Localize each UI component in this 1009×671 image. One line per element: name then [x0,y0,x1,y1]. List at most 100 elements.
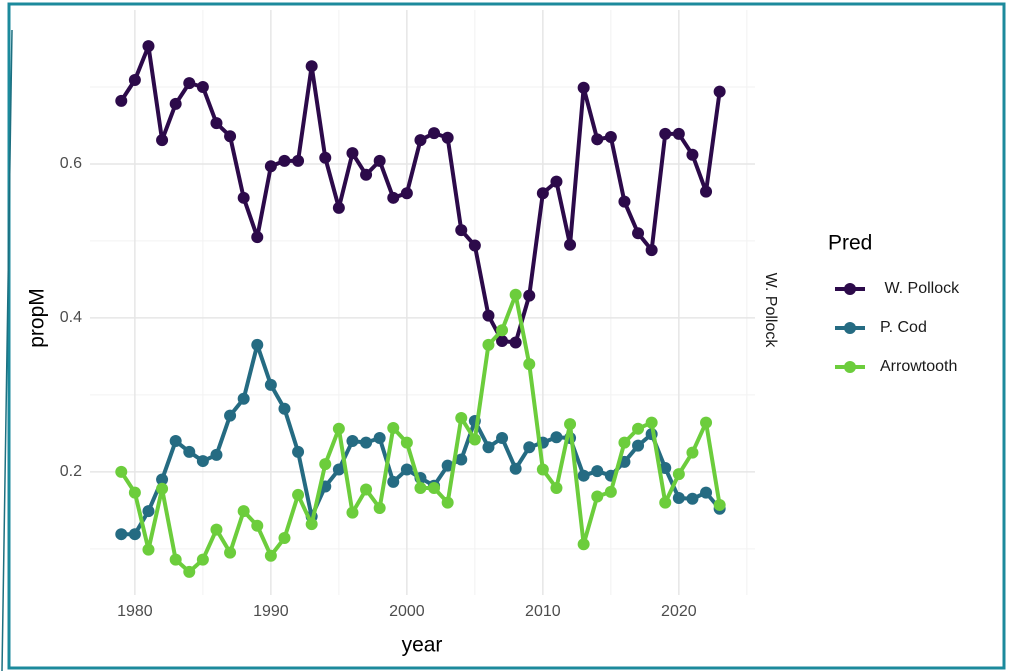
x-tick-label: 2020 [661,603,697,620]
data-point [128,74,141,87]
data-point [400,436,413,449]
data-point [672,468,685,481]
data-point [564,238,577,251]
data-point [373,154,386,167]
data-point [142,40,155,53]
legend-swatch [844,322,856,334]
data-point [387,475,400,488]
data-point [604,485,617,498]
data-point [686,148,699,161]
data-point [332,422,345,435]
data-point [713,498,726,511]
strip-label: W. Pollock [762,273,779,349]
data-point [292,488,305,501]
y-tick-label: 0.2 [60,463,82,480]
data-point [632,422,645,435]
data-point [278,402,291,415]
data-point [400,463,413,476]
x-tick-label: 2000 [389,603,425,620]
data-point [387,421,400,434]
data-point [700,185,713,198]
x-tick-label: 1980 [117,603,153,620]
data-point [536,187,549,200]
data-point [115,465,128,478]
data-point [509,288,522,301]
legend-swatch [844,361,856,373]
data-point [591,465,604,478]
plot: 0.2 0.4 0.6 1980 1990 2000 2010 2020 W. Pollock… [60,10,960,620]
data-point [618,195,631,208]
data-point [468,433,481,446]
data-point [550,175,563,188]
screen-frame [7,2,1006,670]
data-point [672,492,685,505]
data-point [441,459,454,472]
data-point [196,553,209,566]
data-point [428,482,441,495]
data-point [373,502,386,515]
data-point [523,358,536,371]
data-point [468,239,481,252]
data-point [237,191,250,204]
data-point [496,334,509,347]
data-point [659,496,672,509]
data-point [210,523,223,536]
data-point [604,131,617,144]
data-point [264,378,277,391]
data-point [169,435,182,448]
data-point [373,431,386,444]
data-point [332,463,345,476]
data-point [455,453,468,466]
data-point [251,338,264,351]
data-point [142,505,155,518]
data-point [346,147,359,160]
series-line [119,44,722,345]
legend-label: W. Pollock [880,280,960,297]
data-point [387,191,400,204]
data-point [564,418,577,431]
data-point [169,553,182,566]
data-point [414,482,427,495]
data-point [577,538,590,551]
data-point [360,436,373,449]
x-tick-label: 1990 [253,603,289,620]
legend-title: Pred [828,232,872,255]
y-tick-label: 0.4 [60,309,82,326]
data-point [346,435,359,448]
data-point [251,519,264,532]
data-point [632,439,645,452]
data-point [550,431,563,444]
data-point [360,483,373,496]
data-point [428,127,441,140]
data-point [700,416,713,429]
data-point [632,227,645,240]
data-point [251,231,264,244]
data-point [292,445,305,458]
data-point [196,80,209,93]
data-point [618,436,631,449]
data-point [496,324,509,337]
data-point [659,461,672,474]
data-point [224,546,237,559]
data-point [672,127,685,140]
legend-swatch [844,283,856,295]
y-tick-label: 0.6 [60,155,82,172]
data-point [496,431,509,444]
data-point [128,528,141,541]
data-point [523,441,536,454]
data-point [305,60,318,73]
data-point [128,486,141,499]
legend-label: Arrowtooth [880,358,957,375]
data-point [523,289,536,302]
data-point [400,187,413,200]
data-point [455,224,468,237]
data-point [278,154,291,167]
data-point [645,244,658,257]
data-point [686,446,699,459]
legend-label: P. Cod [880,319,927,336]
data-point [360,168,373,181]
data-point [264,160,277,173]
data-point [332,201,345,214]
data-point [264,549,277,562]
